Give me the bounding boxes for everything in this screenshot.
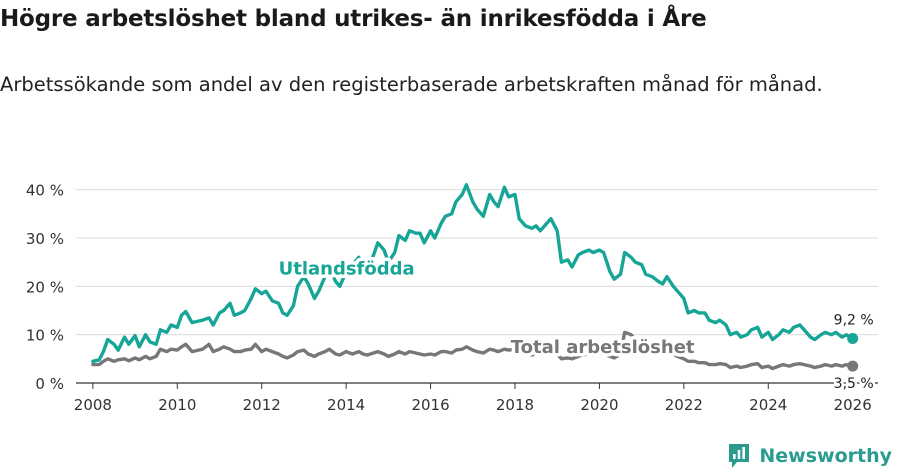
newsworthy-logo-icon: [729, 444, 750, 468]
chart-title: Högre arbetslöshet bland utrikes- än inr…: [0, 6, 707, 32]
series-label: Utlandsfödda: [279, 258, 415, 279]
end-value-label-halo: 3,5 %: [834, 376, 874, 392]
x-tick-label: 2020: [580, 396, 618, 414]
series-label-halo: Total arbetslöshet: [511, 337, 695, 358]
y-tick-label: 40 %: [26, 182, 64, 200]
series-layer: [91, 183, 859, 372]
series-label-halo: Utlandsfödda: [279, 258, 415, 279]
y-tick-label: 20 %: [26, 278, 64, 296]
y-tick-label: 0 %: [35, 375, 64, 393]
series-line-total: [91, 330, 855, 371]
label-layer: 9,2 %9,2 %3,5 %3,5 %UtlandsföddaUtlandsf…: [275, 255, 876, 395]
grid: 0 % 10 % 20 % 30 % 40 %: [26, 182, 878, 393]
y-tick-label: 10 %: [26, 327, 64, 345]
end-value-label-halo: 9,2 %: [834, 313, 874, 329]
x-tick-label: 2026: [834, 396, 872, 414]
x-axis: 2008 2010 2012 2014 2016 2018 2020 2022 2024 2026: [74, 382, 878, 414]
x-tick-label: 2022: [665, 396, 703, 414]
y-tick-label: 30 %: [26, 230, 64, 248]
end-point-total: [847, 360, 859, 372]
x-tick-label: 2014: [327, 396, 365, 414]
x-tick-label: 2012: [243, 396, 281, 414]
end-value-label: 3,5 %: [834, 376, 874, 392]
x-tick-label: 2010: [158, 396, 196, 414]
series-label: Total arbetslöshet: [511, 337, 695, 358]
x-tick-label: 2016: [411, 396, 449, 414]
x-tick-label: 2008: [74, 396, 112, 414]
chart-subtitle: Arbetssökande som andel av den registerb…: [0, 73, 823, 96]
line-chart: 0 % 10 % 20 % 30 % 40 % 2008 2010 2012 2014 2016…: [26, 182, 878, 414]
end-point-utlandsfodda: [847, 333, 859, 345]
x-tick-label: 2018: [496, 396, 534, 414]
end-value-label: 9,2 %: [834, 313, 874, 329]
brand-name: Newsworthy: [759, 445, 892, 467]
series-line-utlandsfodda: [91, 183, 855, 363]
brand-logo[interactable]: Newsworthy: [727, 442, 892, 470]
x-tick-label: 2024: [749, 396, 787, 414]
